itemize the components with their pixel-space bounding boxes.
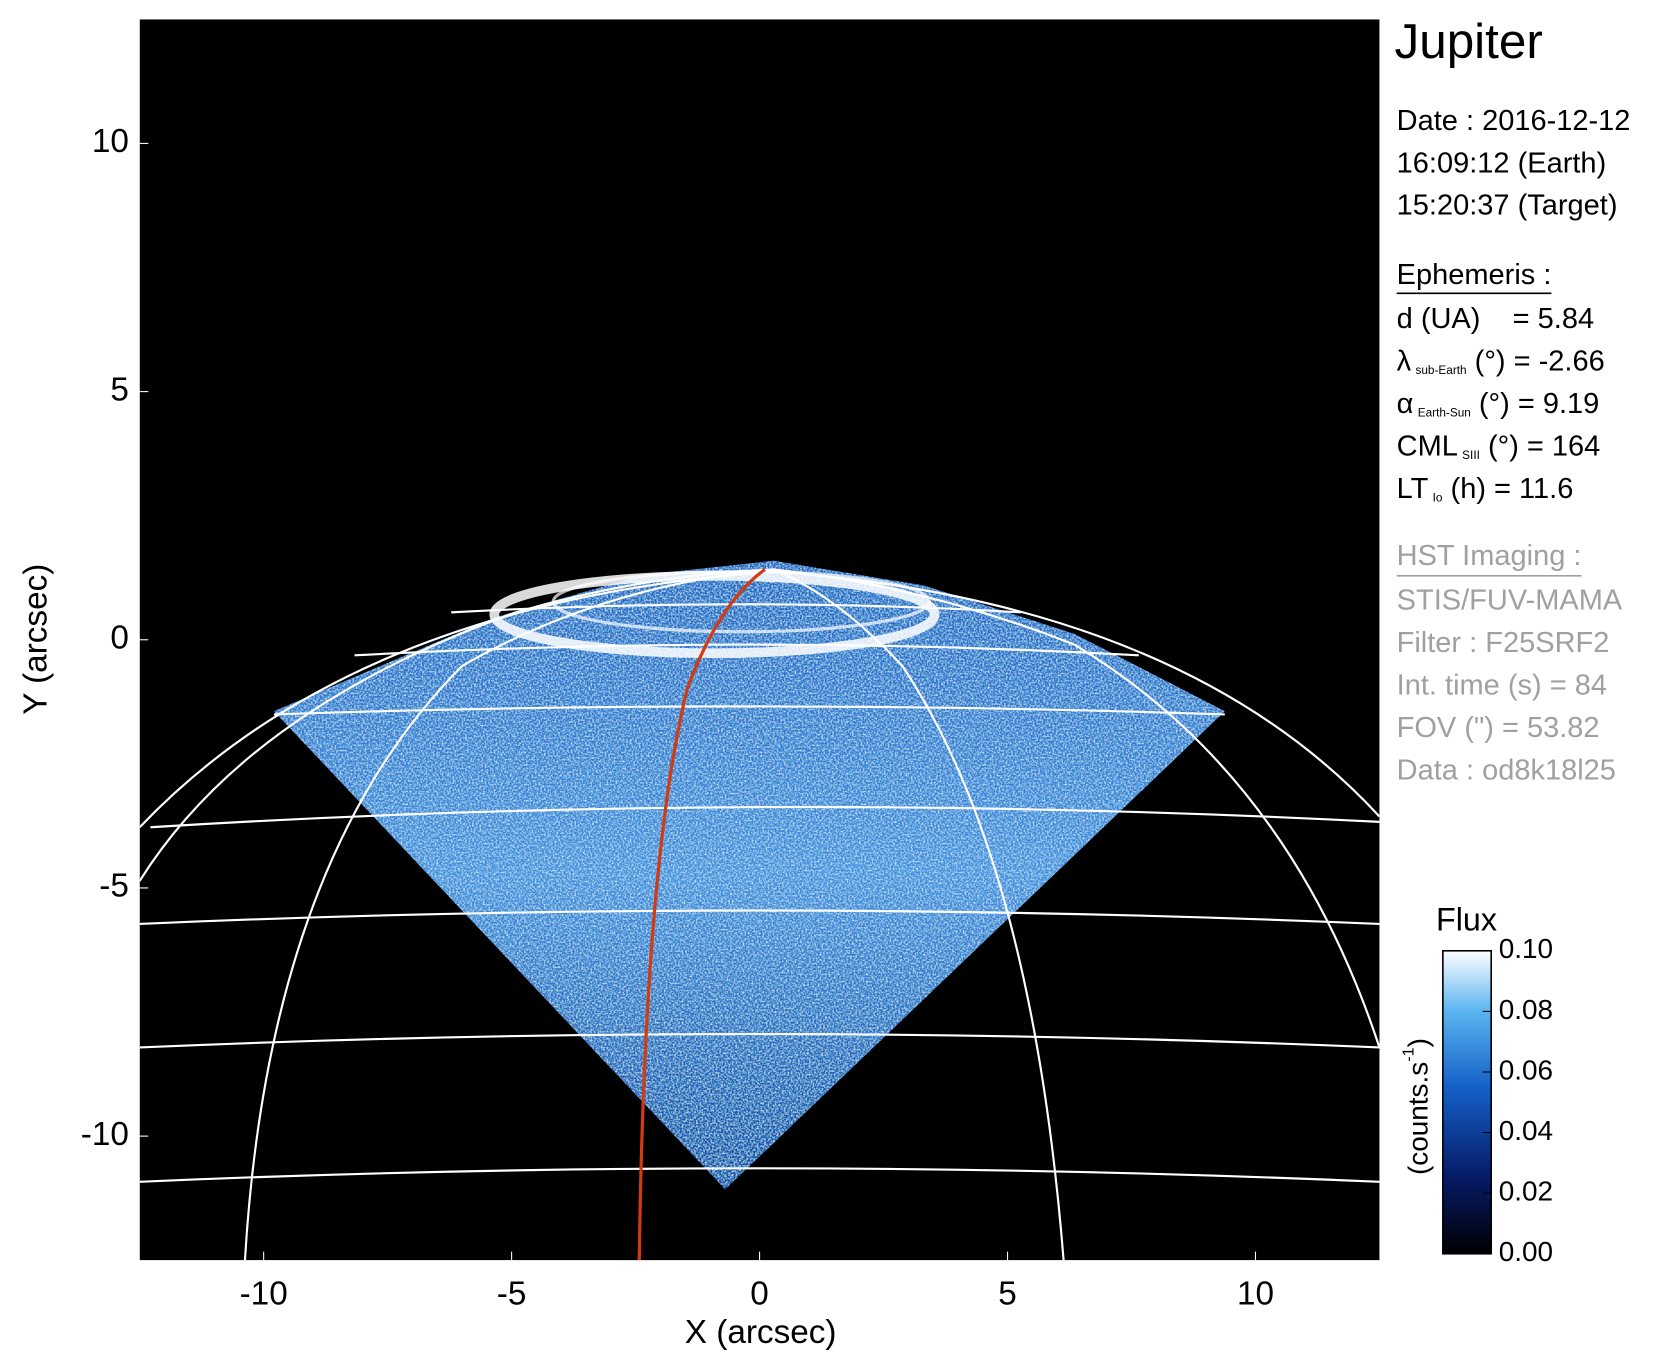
ephemeris-subscript: sub-Earth [1415, 363, 1466, 377]
imaging-line: Data : od8k18l25 [1397, 754, 1616, 786]
planet-grid [139, 568, 1380, 1261]
central-meridian [637, 568, 766, 1261]
x-tick-label: 0 [750, 1275, 769, 1312]
ephemeris-symbol: λ [1397, 345, 1412, 377]
y-tick-label: 5 [110, 371, 129, 408]
ephemeris-line: LT Io (h) = 11.6 [1397, 473, 1574, 505]
y-tick-label: 10 [92, 123, 129, 160]
y-tick-label: -5 [99, 868, 129, 905]
x-tick-label: 5 [998, 1275, 1017, 1312]
ephemeris-symbol: LT [1397, 473, 1429, 505]
x-tick-label: -10 [240, 1275, 288, 1312]
date-line: Date : 2016-12-12 [1397, 105, 1631, 137]
ephemeris-value: (°) = -2.66 [1467, 345, 1605, 377]
date-line: 15:20:37 (Target) [1397, 190, 1618, 222]
ephemeris-subscript: SIII [1462, 448, 1480, 462]
imaging-title: HST Imaging : [1397, 540, 1582, 572]
x-tick-label: -5 [497, 1275, 527, 1312]
colorbar-label-base: (counts.s [1403, 1062, 1434, 1175]
ephemeris-symbol: d (UA) = 5.84 [1397, 303, 1594, 335]
ephemeris-value: (°) = 164 [1480, 430, 1600, 462]
chart-title: Jupiter [1395, 14, 1543, 69]
colorbar-tick-label: 0.02 [1499, 1176, 1553, 1207]
colorbar-tick-label: 0.00 [1499, 1236, 1553, 1267]
image-wedge [273, 560, 1225, 1190]
colorbar [1442, 949, 1493, 1255]
ephemeris-subscript: Io [1433, 491, 1443, 505]
colorbar-tick-label: 0.08 [1499, 994, 1553, 1025]
ephemeris-symbol: CML [1397, 430, 1458, 462]
ephemeris-subscript: Earth-Sun [1418, 406, 1471, 420]
ephemeris-line: d (UA) = 5.84 [1397, 303, 1594, 335]
ephemeris-symbol: α [1397, 388, 1414, 420]
ephemeris-line: α Earth-Sun (°) = 9.19 [1397, 388, 1600, 420]
date-line: 16:09:12 (Earth) [1397, 147, 1607, 179]
x-tick-label: 10 [1237, 1275, 1274, 1312]
plot-area [139, 19, 1380, 1261]
ephemeris-value: (h) = 11.6 [1443, 473, 1574, 505]
x-axis-label: X (arcsec) [685, 1314, 837, 1351]
colorbar-tick-label: 0.10 [1499, 933, 1553, 964]
y-tick-label: -10 [81, 1116, 129, 1153]
imaging-line: Filter : F25SRF2 [1397, 627, 1610, 659]
imaging-line: Int. time (s) = 84 [1397, 669, 1607, 701]
colorbar-title: Flux [1436, 901, 1497, 937]
colorbar-label-end: ) [1403, 1038, 1434, 1047]
y-tick-label: 0 [110, 620, 129, 657]
colorbar-tick-label: 0.06 [1499, 1054, 1553, 1085]
imaging-line: FOV (") = 53.82 [1397, 712, 1600, 744]
ephemeris-line: λ sub-Earth (°) = -2.66 [1397, 345, 1605, 377]
ephemeris-line: CML SIII (°) = 164 [1397, 430, 1601, 462]
ephemeris-title: Ephemeris : [1397, 259, 1552, 291]
ephemeris-value: (°) = 9.19 [1471, 388, 1599, 420]
imaging-line: STIS/FUV-MAMA [1397, 584, 1623, 616]
colorbar-tick-label: 0.04 [1499, 1115, 1553, 1146]
colorbar-label: (counts.s-1) [1400, 1038, 1434, 1175]
colorbar-label-sup: -1 [1400, 1047, 1418, 1061]
y-axis-label: Y (arcsec) [17, 564, 54, 715]
